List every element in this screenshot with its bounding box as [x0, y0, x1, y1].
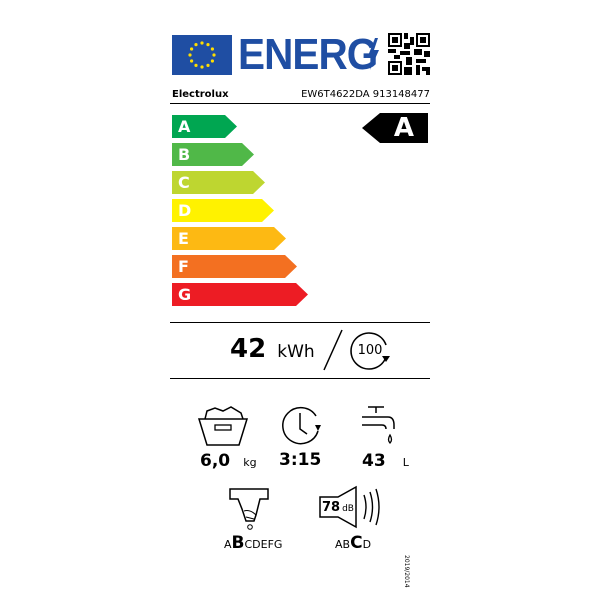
divider: [170, 378, 430, 379]
capacity: 6,0 kg: [200, 451, 257, 471]
energy-consumption: 42 kWh: [230, 334, 315, 364]
energy-logo-text: ENERG: [238, 30, 378, 79]
clock-icon: [282, 406, 321, 445]
laundry-basket-icon: [197, 406, 249, 446]
qr-code[interactable]: [388, 33, 430, 75]
brand-name: Electrolux: [172, 89, 229, 100]
slash-divider: [323, 329, 343, 371]
noise-class-scale: ABCD: [335, 533, 372, 553]
energy-class-bar-f: F: [172, 255, 297, 278]
energy-class-bar-d: D: [172, 199, 274, 222]
spin-class-scale: ABCDEFG: [224, 533, 283, 553]
loudspeaker-icon: [319, 485, 380, 529]
energy-class-bar-c: C: [172, 171, 265, 194]
energy-value: 42: [230, 334, 267, 364]
energy-class-bar-b: B: [172, 143, 254, 166]
eu-flag-logo: [172, 35, 232, 75]
energy-class-bar-a: A: [172, 115, 237, 138]
spin-drying-shirt-icon: [229, 488, 269, 530]
energy-class-bar-e: E: [172, 227, 286, 250]
noise-level: 78 dB: [322, 500, 354, 515]
energy-unit: kWh: [277, 342, 315, 362]
programme-duration: 3:15: [279, 450, 322, 470]
water-tap-icon: [362, 406, 395, 444]
energy-class-bar-g: G: [172, 283, 308, 306]
model-identifier: EW6T4622DA 913148477: [301, 89, 430, 100]
cycles-count: 100: [357, 343, 383, 358]
regulation-number: 2019/2014: [403, 555, 410, 588]
rated-class-arrow: A: [362, 113, 428, 143]
water-consumption: 43 L: [362, 451, 409, 471]
lightning-icon: [368, 38, 379, 70]
divider: [170, 103, 430, 104]
divider: [170, 322, 430, 323]
cycle-icon: [350, 332, 390, 370]
